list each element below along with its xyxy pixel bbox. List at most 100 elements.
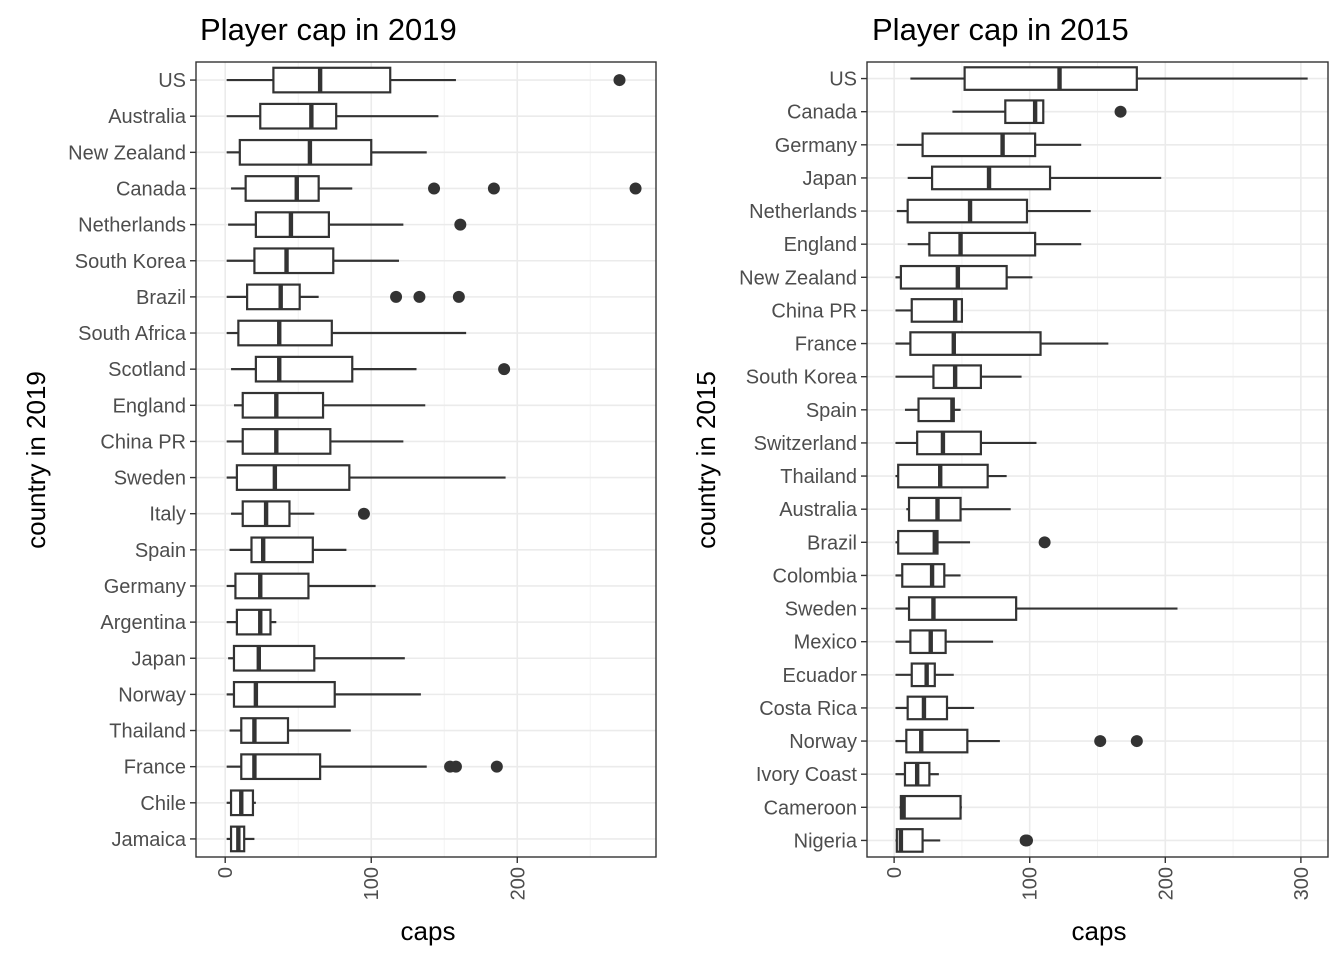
y-tick-label-ecuador-2015: Ecuador [783,665,858,687]
y-tick-label-thailand-2019: Thailand [109,721,186,743]
box-ecuador-2015 [910,662,936,688]
panel-border-2019 [195,61,657,858]
y-axis-title-2019: country in 2019 [21,371,51,549]
outlier-france-2019 [490,760,503,773]
y-tick-label-new-zealand-2019: New Zealand [68,142,186,164]
box-colombia-2015 [901,563,946,588]
box-japan-2019 [232,644,316,672]
box-netherlands-2015 [906,198,1029,224]
y-tick-label-south-korea-2015: South Korea [746,367,858,389]
y-tick-label-spain-2019: Spain [135,540,186,562]
y-tick-label-netherlands-2019: Netherlands [78,215,186,237]
y-tick-label-brazil-2015: Brazil [807,532,857,554]
box-canada-2015 [1004,99,1045,125]
y-tick-label-spain-2015: Spain [806,400,857,422]
y-tick-label-cameroon-2015: Cameroon [764,797,857,819]
chart-title-2019: Player cap in 2019 [200,12,457,47]
box-france-2015 [909,331,1042,356]
y-tick-label-brazil-2019: Brazil [136,287,186,309]
outlier-norway-2015 [1094,735,1107,748]
box-australia-2019 [259,102,338,130]
box-mexico-2015 [909,629,947,655]
box-norway-2015 [905,728,969,754]
y-tick-label-england-2015: England [784,234,857,256]
panel-2015: Player cap in 2015 caps country in 2015 … [691,12,1329,946]
x-tick-label-0-2015: 0 [884,867,906,878]
box-thailand-2019 [240,717,290,744]
box-england-2015 [928,231,1037,257]
y-tick-label-england-2019: England [113,395,186,417]
box-scotland-2019 [254,355,354,383]
y-tick-label-colombia-2015: Colombia [773,565,858,587]
x-axis-title-2019: caps [401,916,456,946]
box-spain-2019 [250,536,314,564]
outlier-canada-2015 [1114,105,1127,118]
y-tick-label-japan-2015: Japan [803,168,858,190]
chart-title-2015: Player cap in 2015 [872,12,1129,47]
y-tick-label-sweden-2015: Sweden [785,599,857,621]
y-tick-label-germany-2015: Germany [775,135,857,157]
box-brazil-2019 [246,283,301,311]
y-tick-label-chile-2019: Chile [140,793,186,815]
y-tick-label-australia-2015: Australia [779,499,858,521]
outlier-nigeria-2015 [1020,834,1033,847]
y-tick-label-australia-2019: Australia [108,106,187,128]
outlier-brazil-2019 [390,290,403,303]
box-south-africa-2019 [237,319,333,347]
box-canada-2019 [244,175,320,202]
y-tick-label-argentina-2019: Argentina [100,612,186,634]
outlier-norway-2015 [1130,735,1143,748]
box-sweden-2019 [235,464,351,491]
box-germany-2015 [921,132,1037,158]
y-tick-label-new-zealand-2015: New Zealand [739,267,857,289]
box-costa-rica-2015 [906,695,949,721]
box-us-2019 [272,66,392,94]
box-cameroon-2015 [899,794,962,820]
box-england-2019 [241,391,325,419]
box-germany-2019 [234,572,310,600]
y-tick-label-us-2019: US [158,70,186,92]
box-spain-2015 [917,397,955,423]
outlier-brazil-2015 [1038,536,1051,549]
y-tick-label-france-2019: France [124,757,186,779]
box-china-pr-2019 [241,428,332,455]
box-brazil-2015 [897,529,939,555]
y-tick-label-sweden-2019: Sweden [114,468,186,490]
outlier-canada-2019 [629,182,642,195]
y-tick-label-france-2015: France [795,334,857,356]
outlier-canada-2019 [487,182,500,195]
box-new-zealand-2015 [899,264,1008,290]
y-tick-label-costa-rica-2015: Costa Rica [759,698,858,720]
x-tick-label-200-2015: 200 [1155,867,1177,900]
y-tick-label-jamaica-2019: Jamaica [112,829,187,851]
box-sweden-2015 [907,596,1018,621]
y-tick-label-canada-2015: Canada [787,102,858,124]
y-tick-label-china-pr-2015: China PR [771,300,857,322]
outlier-us-2019 [613,74,626,87]
box-norway-2019 [232,680,336,708]
outlier-france-2019 [449,760,462,773]
box-thailand-2015 [897,463,989,489]
outlier-italy-2019 [357,507,370,520]
y-tick-label-china-pr-2019: China PR [100,431,186,453]
y-tick-label-japan-2019: Japan [132,648,187,670]
panel-border-2015 [866,61,1329,858]
box-nigeria-2015 [895,828,924,853]
y-tick-label-italy-2019: Italy [149,504,186,526]
panel-2019: Player cap in 2019 caps country in 2019 … [21,12,657,946]
y-tick-label-norway-2015: Norway [789,731,857,753]
y-tick-label-nigeria-2015: Nigeria [794,830,858,852]
box-us-2015 [963,66,1138,91]
box-argentina-2019 [235,608,272,636]
x-tick-label-100-2015: 100 [1020,867,1042,900]
outlier-canada-2019 [428,182,441,195]
outlier-netherlands-2019 [454,218,467,231]
x-tick-label-300-2015: 300 [1291,867,1313,900]
y-tick-label-south-korea-2019: South Korea [75,251,187,273]
y-tick-label-scotland-2019: Scotland [108,359,186,381]
y-tick-label-south-africa-2019: South Africa [78,323,187,345]
outlier-brazil-2019 [452,290,465,303]
y-axis-title-2015: country in 2015 [691,371,721,549]
x-axis-title-2015: caps [1072,916,1127,946]
